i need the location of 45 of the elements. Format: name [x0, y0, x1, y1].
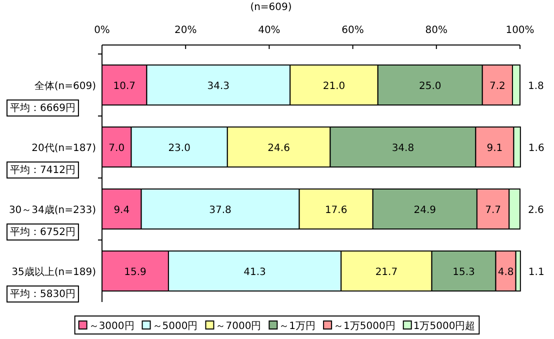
text: 平均：6669円	[10, 102, 76, 114]
data-label: 23.0	[168, 143, 190, 154]
data-label: 7.7	[485, 205, 501, 216]
data-label: 1.1	[528, 267, 544, 278]
data-label: 25.0	[418, 81, 442, 92]
x-tick-label: 60%	[342, 25, 364, 36]
legend-label: ～7000円	[216, 321, 262, 332]
legend-label: ～3000円	[88, 321, 134, 332]
x-tick-label: 20%	[174, 25, 197, 36]
y-tick-label: 30～34歳(n=233)	[8, 204, 96, 216]
data-label: 21.7	[375, 267, 398, 278]
data-label: 15.3	[452, 267, 475, 278]
chart-title: (n=609)	[250, 2, 292, 13]
data-label: 1.6	[528, 143, 544, 154]
x-tick-label: 0%	[94, 25, 110, 36]
data-label: 41.3	[244, 267, 266, 278]
y-tick-label: 20代(n=187)	[32, 143, 96, 154]
data-label: 9.1	[486, 143, 503, 154]
legend-label: 1万5000円超	[413, 320, 476, 332]
data-label: 1.8	[528, 81, 544, 92]
text: 平均：7412円	[10, 164, 76, 176]
text: 平均：6752円	[10, 226, 76, 238]
data-label: 15.9	[124, 267, 146, 278]
data-label: 17.6	[324, 205, 348, 216]
y-tick-label: 全体(n=609)	[34, 80, 96, 92]
data-label: 9.4	[114, 205, 130, 216]
data-label: 7.0	[108, 143, 125, 154]
data-label: 37.8	[209, 205, 232, 216]
x-tick-label: 40%	[258, 25, 280, 36]
x-tick-label: 80%	[425, 25, 448, 36]
text: 平均：5830円	[10, 288, 76, 300]
data-label: 34.8	[392, 143, 414, 154]
x-tick-label: 100%	[506, 25, 534, 36]
data-label: 2.6	[528, 205, 544, 216]
data-label: 7.2	[489, 81, 506, 92]
legend-label: ～1万5000円	[334, 321, 396, 332]
data-label: 10.7	[113, 81, 136, 92]
data-label: 24.9	[414, 205, 436, 216]
legend-label: ～5000円	[152, 321, 198, 332]
data-label: 34.3	[207, 81, 230, 92]
data-label: 24.6	[268, 143, 290, 154]
y-tick-label: 35歳以上(n=189)	[12, 266, 96, 278]
data-label: 4.8	[498, 267, 514, 278]
data-label: 21.0	[322, 81, 346, 92]
legend-label: ～1万円	[279, 321, 316, 332]
